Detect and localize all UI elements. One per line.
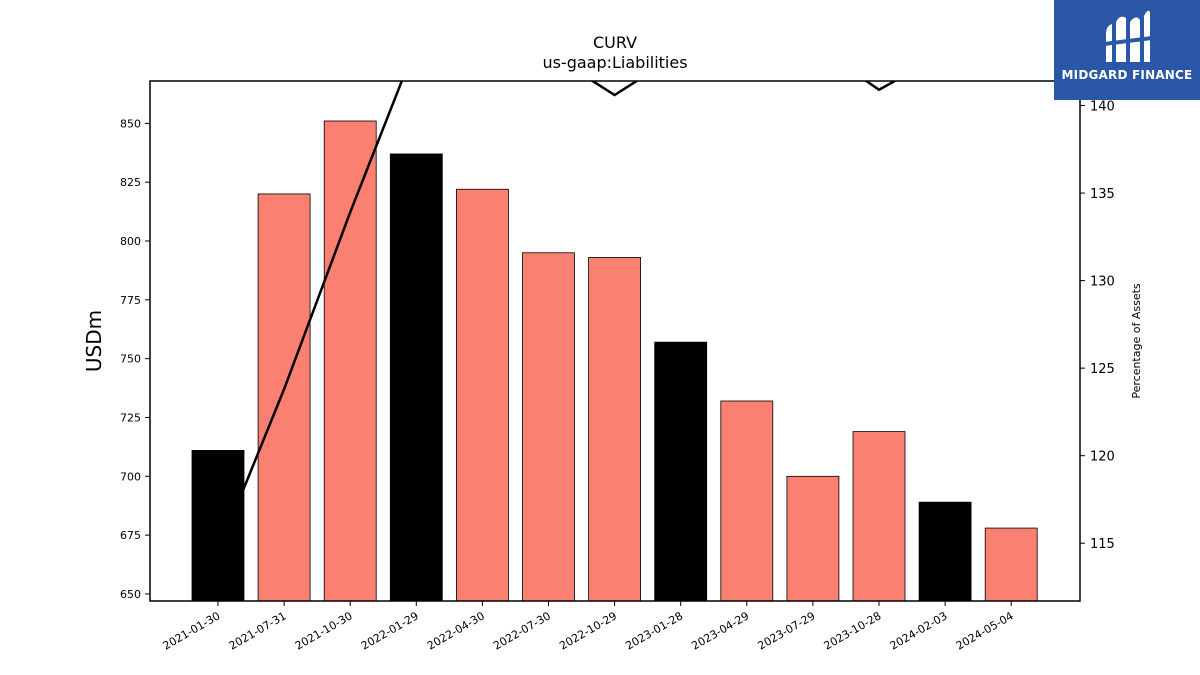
bar-2021-01-30	[191, 450, 245, 602]
y-tick-label: 825	[120, 176, 141, 189]
bars-group	[191, 120, 1038, 602]
x-tick-label: 2021-10-30	[293, 609, 355, 652]
bar-2024-02-03	[918, 501, 972, 602]
x-tick-label: 2023-07-29	[756, 609, 818, 652]
bar-2022-10-29	[588, 257, 641, 602]
x-tick-label: 2023-01-28	[623, 609, 685, 652]
y2-tick-label: 120	[1090, 450, 1115, 465]
bar-2023-04-29	[720, 400, 774, 602]
bar-2023-07-29	[786, 475, 840, 602]
y2-tick-label: 140	[1090, 100, 1115, 115]
y-tick-label: 675	[120, 529, 141, 542]
x-tick-label: 2023-04-29	[689, 609, 751, 652]
y-tick-label: 700	[120, 470, 141, 483]
y-tick-label: 800	[120, 235, 141, 248]
logo-badge: MIDGARD FINANCE	[1054, 0, 1200, 100]
y-axis-label: USDm	[82, 310, 106, 372]
x-tick-label: 2024-05-04	[954, 609, 1016, 652]
y2-axis-label: Percentage of Assets	[1130, 283, 1143, 399]
chart-title: CURV	[593, 33, 637, 52]
y2-tick-label: 125	[1090, 362, 1115, 377]
logo-icon	[1104, 10, 1152, 63]
bar-2022-01-29	[389, 153, 443, 602]
x-tick-label: 2021-01-30	[161, 609, 223, 652]
y-axis-right: 115 120 125 130 135 140	[1080, 100, 1115, 552]
x-tick-label: 2023-10-28	[822, 609, 884, 652]
bar-2021-10-30	[323, 120, 377, 602]
chart-subtitle: us-gaap:Liabilities	[542, 53, 687, 72]
bar-2024-05-04	[984, 527, 1038, 602]
x-tick-label: 2022-07-30	[491, 609, 553, 652]
series-line	[216, 81, 898, 553]
x-tick-label: 2024-02-03	[888, 609, 950, 652]
y-axis-left: 650 675 700 725 750 775 800 825 850	[120, 117, 150, 601]
x-tick-label: 2022-01-29	[359, 609, 421, 652]
y2-tick-label: 130	[1090, 275, 1115, 290]
x-tick-label: 2022-10-29	[557, 609, 619, 652]
bar-2023-01-28	[654, 341, 708, 602]
y-tick-label: 725	[120, 411, 141, 424]
logo-text: MIDGARD FINANCE	[1061, 68, 1193, 82]
x-axis: 2021-01-30 2021-07-31 2021-10-30 2022-01-29…	[161, 601, 1016, 653]
x-tick-label: 2021-07-31	[227, 609, 289, 652]
bar-2022-07-30	[522, 252, 575, 602]
bar-2021-07-31	[257, 193, 311, 602]
y-tick-label: 850	[120, 117, 141, 130]
bar-2023-10-28	[852, 431, 906, 602]
y2-tick-label: 135	[1090, 187, 1115, 202]
y-tick-label: 750	[120, 353, 141, 366]
line-group	[216, 81, 898, 553]
y2-tick-label: 115	[1090, 537, 1115, 552]
y-tick-label: 650	[120, 588, 141, 601]
x-tick-label: 2022-04-30	[425, 609, 487, 652]
y-tick-label: 775	[120, 294, 141, 307]
bar-2022-04-30	[455, 188, 509, 602]
